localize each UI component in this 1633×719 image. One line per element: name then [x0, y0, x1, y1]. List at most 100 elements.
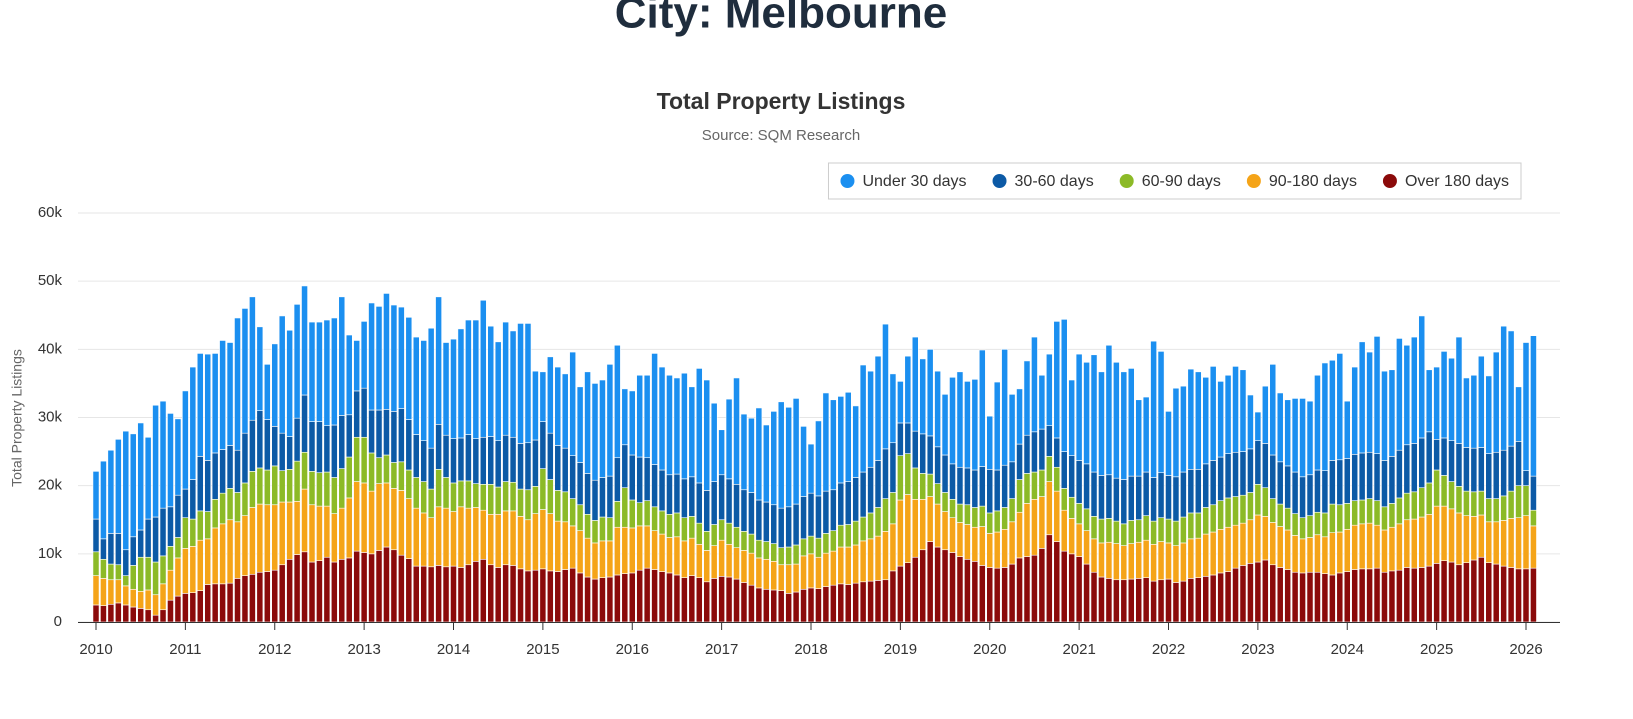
bar-segment: [688, 476, 696, 517]
bar-segment: [964, 504, 971, 525]
bar-segment: [666, 572, 673, 623]
bar-segment: [1045, 534, 1053, 623]
bar-segment: [420, 481, 428, 514]
bar-segment: [651, 506, 658, 531]
bar-segment: [1418, 487, 1426, 518]
bar-segment: [1180, 385, 1187, 473]
bar-segment: [1105, 474, 1113, 519]
bar-segment: [353, 390, 361, 438]
y-tick-label: 40k: [38, 340, 63, 357]
bar-segment: [129, 433, 137, 538]
bar-segment: [137, 556, 145, 592]
bar-segment: [1209, 460, 1217, 506]
bar-segment: [1477, 447, 1485, 492]
bar-segment: [472, 561, 480, 623]
bar-segment: [338, 415, 346, 469]
bar-segment: [599, 540, 606, 578]
bar-segment: [1388, 526, 1396, 572]
bar-segment: [524, 570, 532, 623]
bar-segment: [1343, 528, 1351, 572]
x-tick-label: 2024: [1331, 641, 1364, 658]
bar-segment: [219, 523, 226, 585]
bar-segment: [748, 533, 755, 554]
bar-segment: [1425, 369, 1433, 433]
bar-segment: [785, 406, 793, 508]
bar-segment: [934, 483, 941, 505]
bar-segment: [1329, 532, 1336, 576]
bar-segment: [636, 525, 644, 571]
bar-segment: [934, 370, 941, 448]
bar-segment: [412, 434, 420, 478]
bar-segment: [219, 492, 226, 525]
bar-segment: [427, 517, 435, 568]
bar-segment: [1373, 336, 1381, 454]
bar-segment: [398, 490, 405, 556]
bar-segment: [621, 487, 629, 528]
bar-segment: [517, 568, 524, 623]
bar-segment: [666, 513, 673, 538]
bar-segment: [196, 456, 204, 512]
bar-segment: [524, 442, 532, 491]
bar-segment: [1314, 511, 1321, 536]
bar-segment: [554, 571, 562, 623]
bar-segment: [1217, 456, 1224, 501]
bar-segment: [807, 492, 815, 537]
bar-segment: [762, 558, 770, 590]
bar-segment: [695, 482, 703, 524]
bar-segment: [1500, 495, 1508, 521]
bar-segment: [628, 390, 636, 456]
bar-segment: [1194, 469, 1202, 514]
bar-segment: [107, 563, 115, 581]
bar-segment: [1038, 428, 1046, 471]
bar-segment: [1425, 565, 1433, 623]
bar-segment: [159, 400, 167, 509]
bar-segment: [1224, 526, 1232, 572]
bar-segment: [844, 524, 852, 548]
bar-segment: [1381, 571, 1388, 623]
bar-segment: [770, 589, 778, 623]
bar-segment: [576, 462, 584, 506]
bar-segment: [271, 465, 279, 506]
bar-segment: [949, 552, 956, 623]
bar-segment: [1276, 567, 1284, 623]
bar-segment: [710, 545, 718, 579]
bar-segment: [718, 474, 725, 521]
y-tick-label: 20k: [38, 477, 63, 494]
chart-title: Total Property Listings: [657, 88, 906, 114]
bar-segment: [1068, 518, 1076, 555]
bar-segment: [614, 526, 621, 576]
bar-segment: [1232, 366, 1239, 453]
bar-segment: [278, 432, 286, 471]
bar-segment: [420, 565, 428, 623]
bar-segment: [658, 366, 666, 471]
bar-segment: [986, 512, 994, 534]
bar-segment: [189, 546, 197, 593]
bar-segment: [174, 537, 182, 559]
bar-segment: [986, 415, 994, 470]
bar-segment: [234, 578, 241, 623]
x-tick-label: 2011: [169, 641, 201, 658]
bar-segment: [405, 498, 413, 559]
bar-segment: [442, 434, 450, 478]
legend-label: 60-90 days: [1142, 173, 1221, 190]
bar-segment: [1023, 503, 1031, 557]
bar-segment: [159, 583, 167, 611]
bar-segment: [1008, 394, 1016, 463]
bar-segment: [934, 546, 941, 623]
bar-segment: [569, 455, 577, 499]
bar-segment: [308, 321, 316, 422]
bar-segment: [427, 327, 435, 449]
bar-segment: [591, 578, 599, 623]
bar-segment: [137, 591, 145, 609]
bar-segment: [956, 466, 964, 505]
bar-segment: [1202, 463, 1210, 508]
bar-segment: [904, 422, 912, 454]
bar-segment: [614, 457, 621, 502]
bar-segment: [666, 537, 673, 574]
bar-segment: [1530, 567, 1537, 623]
bar-segment: [1485, 375, 1493, 454]
bar-segment: [554, 490, 562, 522]
bar-segment: [1038, 469, 1046, 497]
bar-segment: [472, 319, 480, 439]
bar-segment: [748, 552, 755, 586]
